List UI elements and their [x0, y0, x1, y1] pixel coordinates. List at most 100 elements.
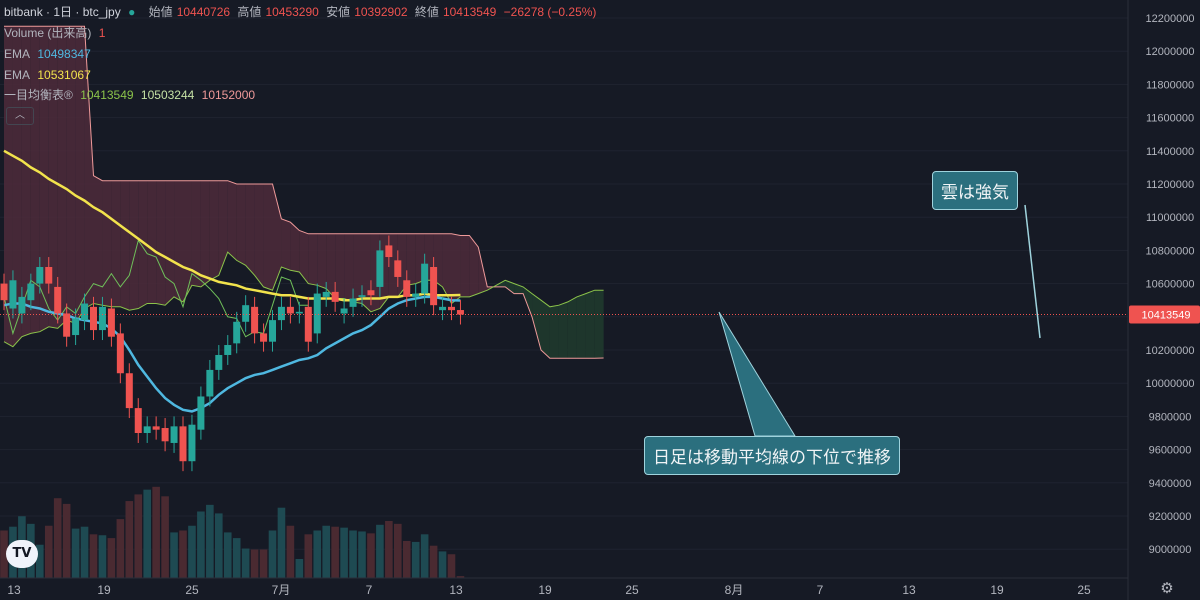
candle-body — [90, 306, 97, 331]
price-axis-label: 10000000 — [1146, 378, 1195, 390]
ichimoku-cloud-segment — [326, 233, 336, 299]
ichimoku-cloud-segment — [75, 26, 85, 324]
volume-bar — [340, 527, 348, 578]
candle-body — [394, 260, 402, 277]
price-axis-label: 11000000 — [1146, 212, 1194, 224]
volume-bar — [367, 533, 375, 578]
candle-body — [125, 373, 133, 409]
candle-body — [27, 283, 35, 301]
gear-icon[interactable]: ⚙ — [1160, 580, 1174, 597]
ema-slow-value: 10531067 — [37, 68, 91, 82]
volume-bar — [161, 496, 169, 578]
candle-body — [98, 306, 106, 331]
candle-body — [161, 428, 169, 442]
ichimoku-cloud-segment — [191, 180, 201, 287]
price-axis-label: 11800000 — [1146, 79, 1194, 91]
volume-bar — [89, 534, 98, 578]
ichimoku-cloud-segment — [263, 184, 273, 291]
callout-cloud-bullish: 雲は強気 — [932, 171, 1018, 210]
volume-bar — [277, 507, 286, 578]
candle-body — [116, 333, 124, 374]
candle-body — [269, 320, 276, 342]
symbol-title[interactable]: bitbank · 1日 · btc_jpy — [4, 5, 121, 19]
volume-bar — [188, 525, 196, 578]
volume-bar — [313, 530, 322, 578]
volume-bar — [80, 526, 89, 578]
candle-body — [152, 426, 160, 430]
price-axis-label: 9600000 — [1149, 445, 1192, 457]
ichimoku-cloud-segment — [48, 26, 58, 329]
ichimoku-cloud-segment — [308, 233, 318, 286]
ichimoku-cloud-segment — [4, 26, 13, 347]
price-axis-label: 9200000 — [1149, 511, 1192, 523]
time-axis-label: 25 — [1077, 583, 1091, 597]
candle-body — [448, 306, 455, 311]
volume-bar — [304, 534, 313, 578]
ichimoku-span-a-line — [3, 251, 604, 348]
ichimoku-cloud-segment — [290, 222, 300, 272]
ichimoku-cloud-segment — [585, 290, 595, 359]
tradingview-logo-icon[interactable]: TV — [6, 540, 38, 568]
candle-body — [197, 396, 205, 430]
chevron-up-icon[interactable]: ︿ — [6, 107, 34, 125]
ichimoku-cloud-segment — [299, 230, 309, 284]
ema-slow-legend[interactable]: EMA 10531067 — [4, 67, 95, 83]
ichimoku-cloud-segment — [362, 233, 371, 312]
ichimoku-cloud-segment — [12, 26, 22, 347]
volume-bar — [394, 523, 402, 578]
ema-slow-line — [3, 149, 461, 302]
candle-body — [295, 311, 303, 314]
ichimoku-value-2: 10503244 — [140, 88, 195, 102]
price-tag-label: 10413549 — [1142, 310, 1191, 322]
candle-body — [286, 306, 294, 314]
candle-body — [215, 354, 223, 370]
ichimoku-cloud-segment — [317, 233, 327, 289]
ichimoku-cloud-segment — [102, 180, 112, 307]
volume-bar — [206, 504, 214, 578]
candle-body — [233, 321, 241, 344]
volume-bar — [125, 501, 134, 578]
candle-body — [412, 293, 420, 297]
time-axis-label: 13 — [7, 583, 21, 597]
ichimoku-cloud-segment — [523, 286, 533, 317]
price-axis-label: 9000000 — [1149, 544, 1192, 556]
candle-body — [260, 333, 268, 342]
callout-candles-below-ma: 日足は移動平均線の下位で推移 — [644, 436, 900, 475]
candle-body — [179, 426, 187, 462]
volume-bar — [36, 544, 44, 578]
price-axis-label: 11400000 — [1146, 146, 1194, 158]
high-label: 高値 — [237, 5, 262, 19]
volume-legend[interactable]: Volume (出来高) 1 — [4, 25, 109, 41]
ichimoku-cloud-segment — [30, 26, 40, 334]
ichimoku-cloud-segment — [84, 26, 94, 309]
volume-bar — [241, 548, 250, 578]
ichimoku-cloud-segment — [460, 235, 470, 297]
volume-bar — [62, 503, 71, 578]
time-axis-label: 7月 — [272, 583, 291, 597]
ichimoku-cloud-segment — [532, 293, 541, 350]
ichimoku-cloud-segment — [442, 233, 452, 304]
ohlc-header: bitbank · 1日 · btc_jpy ● 始値 10440726 高値 10… — [4, 4, 600, 20]
ichimoku-cloud-segment — [39, 26, 49, 332]
candle-body — [143, 426, 151, 433]
ichimoku-legend[interactable]: 一目均衡表® 10413549 10503244 10152000 — [4, 87, 259, 103]
price-axis-label: 11200000 — [1146, 179, 1194, 191]
ichimoku-cloud-segment — [174, 180, 183, 302]
ichimoku-cloud-segment — [335, 233, 345, 299]
candle-body — [206, 369, 214, 397]
candle-body — [403, 280, 411, 297]
volume-bar — [456, 576, 465, 578]
ichimoku-cloud-segment — [209, 180, 219, 281]
ichimoku-cloud-segment — [558, 301, 568, 359]
ichimoku-cloud-segment — [451, 233, 461, 304]
ema-fast-legend[interactable]: EMA 10498347 — [4, 46, 95, 62]
volume-bar — [358, 531, 366, 578]
candle-body — [81, 303, 89, 321]
ichimoku-cloud-segment — [549, 305, 559, 359]
candle-body — [385, 245, 393, 258]
price-axis-label: 12200000 — [1146, 13, 1195, 25]
ema-fast-line — [3, 295, 461, 413]
price-axis-label: 10800000 — [1146, 245, 1195, 257]
candle-body — [188, 424, 196, 462]
